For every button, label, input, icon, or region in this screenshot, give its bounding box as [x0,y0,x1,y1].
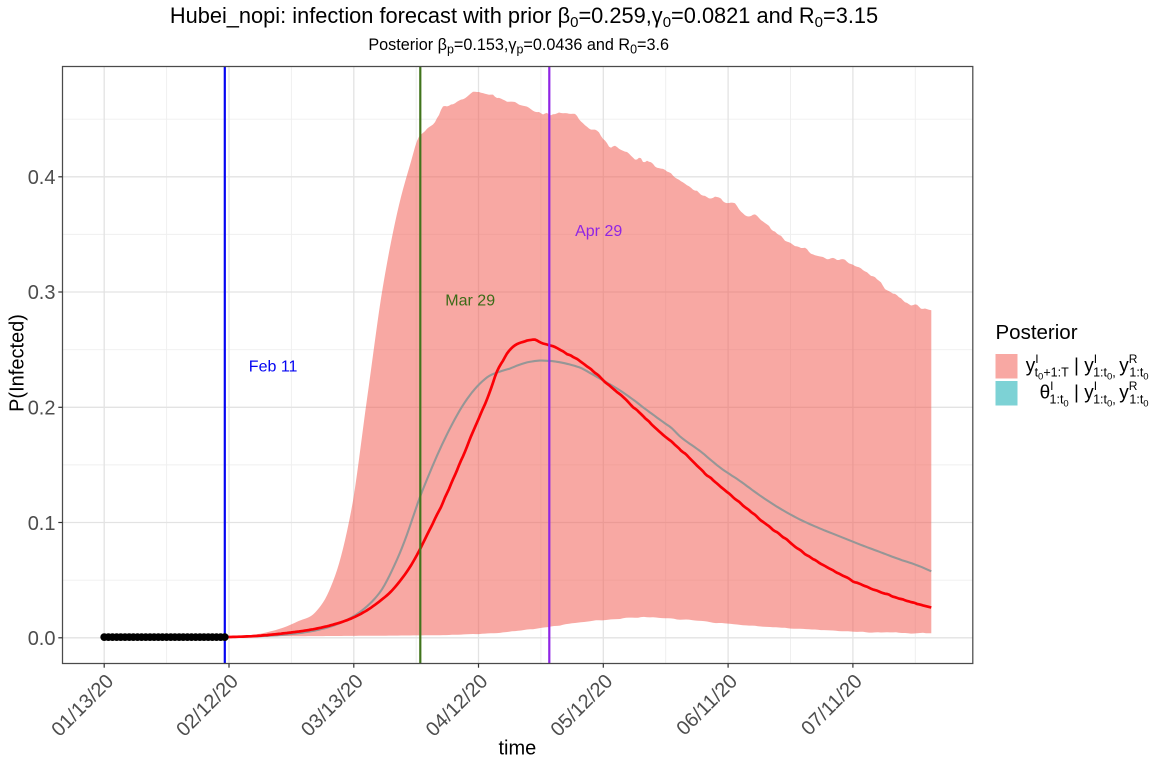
svg-text:0.1: 0.1 [28,513,56,535]
svg-text:Feb 11: Feb 11 [249,359,298,376]
svg-text:θI1:t0 | yI1:t0, yR1:t0: θI 1:t0 | yI 1:t0, yR 1:t0 [1040,379,1149,410]
svg-text:0.0: 0.0 [28,628,56,650]
svg-text:0.2: 0.2 [28,398,56,420]
svg-text:0.3: 0.3 [28,282,56,304]
svg-text:Hubei_nopi: infection forecast: Hubei_nopi: infection forecast with prio… [170,3,878,31]
svg-text:Apr 29: Apr 29 [575,223,622,240]
svg-text:Posterior βp=0.153,γp=0.0436 a: Posterior βp=0.153,γp=0.0436 and R0=3.6 [368,36,669,57]
svg-text:P(Infected): P(Infected) [7,314,29,412]
svg-text:Posterior: Posterior [996,321,1078,344]
svg-text:time: time [499,738,537,760]
svg-text:0.4: 0.4 [28,167,56,189]
svg-text:Mar 29: Mar 29 [445,293,495,310]
